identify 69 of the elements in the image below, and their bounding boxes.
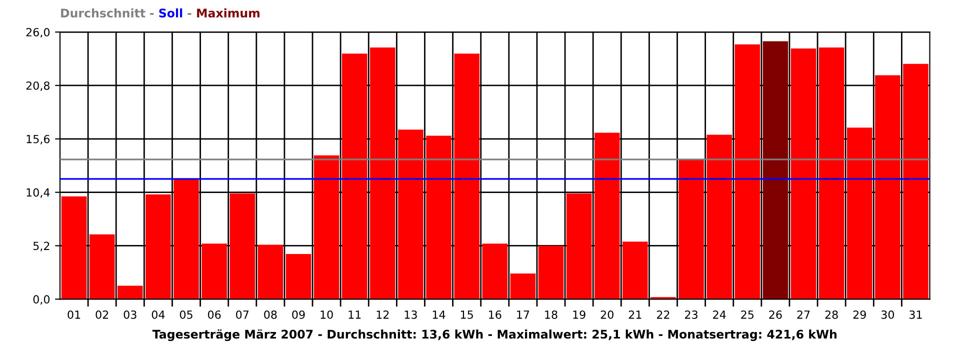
bar <box>706 134 732 300</box>
bar <box>258 244 284 300</box>
x-tick-label: 06 <box>208 310 221 319</box>
y-tick-label: 20,8 <box>26 81 50 91</box>
x-tick-label: 04 <box>152 310 165 319</box>
bar <box>342 54 368 300</box>
x-axis-title: Tageserträge März 2007 - Durchschnitt: 13,6 kWh - Maximalwert: 25,1 kWh - Monatsertrag: 421,6 kWh <box>152 329 837 342</box>
x-tick-label: 01 <box>68 310 80 319</box>
bar <box>734 44 760 300</box>
x-tick-label: 13 <box>404 310 417 319</box>
bar <box>538 246 564 300</box>
x-tick-label: 20 <box>600 310 614 319</box>
bar <box>818 47 844 300</box>
x-tick-label: 31 <box>910 310 922 319</box>
bar <box>61 196 87 300</box>
bar <box>146 194 171 300</box>
bar <box>482 244 508 300</box>
bar <box>762 41 788 300</box>
x-tick-label: 21 <box>628 310 642 319</box>
bar <box>566 193 592 300</box>
y-tick-label: 15,6 <box>26 134 50 144</box>
x-tick-label: 14 <box>432 310 446 319</box>
bar <box>314 155 340 300</box>
bar <box>846 128 872 300</box>
x-tick-label: 23 <box>685 310 698 319</box>
x-tick-label: 22 <box>656 310 670 319</box>
bar <box>370 47 396 300</box>
bar <box>903 64 928 300</box>
chart-title: Durchschnitt - Soll - Maximum <box>61 8 260 18</box>
x-tick-label: 03 <box>124 310 136 319</box>
x-tick-label: 07 <box>236 310 248 319</box>
x-tick-label: 17 <box>517 310 530 319</box>
x-tick-label: 29 <box>853 310 866 319</box>
bar <box>622 242 648 300</box>
bar <box>398 130 424 300</box>
x-tick-label: 28 <box>825 310 838 319</box>
x-tick-label: 09 <box>292 310 305 319</box>
y-tick-label: 5,2 <box>33 242 50 252</box>
bar <box>678 159 704 300</box>
x-tick-label: 19 <box>573 310 586 319</box>
x-tick-label: 15 <box>460 310 473 319</box>
y-tick-label: 26,0 <box>26 28 50 38</box>
bar <box>230 193 255 300</box>
bar <box>118 286 143 300</box>
bar <box>790 48 816 300</box>
bar <box>174 178 199 300</box>
x-tick-label: 30 <box>881 310 894 319</box>
x-tick-label: 24 <box>713 310 726 319</box>
x-tick-label: 27 <box>797 310 810 319</box>
x-tick-label: 10 <box>320 310 333 319</box>
x-tick-label: 02 <box>96 310 108 319</box>
x-tick-label: 25 <box>741 310 754 319</box>
x-tick-label: 11 <box>348 310 361 319</box>
bar <box>202 244 227 300</box>
bar <box>875 75 900 300</box>
x-tick-label: 08 <box>264 310 277 319</box>
x-tick-label: 12 <box>376 310 389 319</box>
x-tick-label: 18 <box>545 310 558 319</box>
bar <box>286 254 312 300</box>
y-tick-label: 10,4 <box>26 188 50 198</box>
x-tick-label: 05 <box>180 310 192 319</box>
bar <box>426 136 452 300</box>
bar <box>89 234 115 300</box>
bar <box>594 132 620 300</box>
y-tick-label: 0,0 <box>33 295 50 305</box>
bar <box>510 273 536 300</box>
x-tick-label: 16 <box>489 310 502 319</box>
bar <box>454 54 480 300</box>
x-tick-label: 26 <box>769 310 782 319</box>
